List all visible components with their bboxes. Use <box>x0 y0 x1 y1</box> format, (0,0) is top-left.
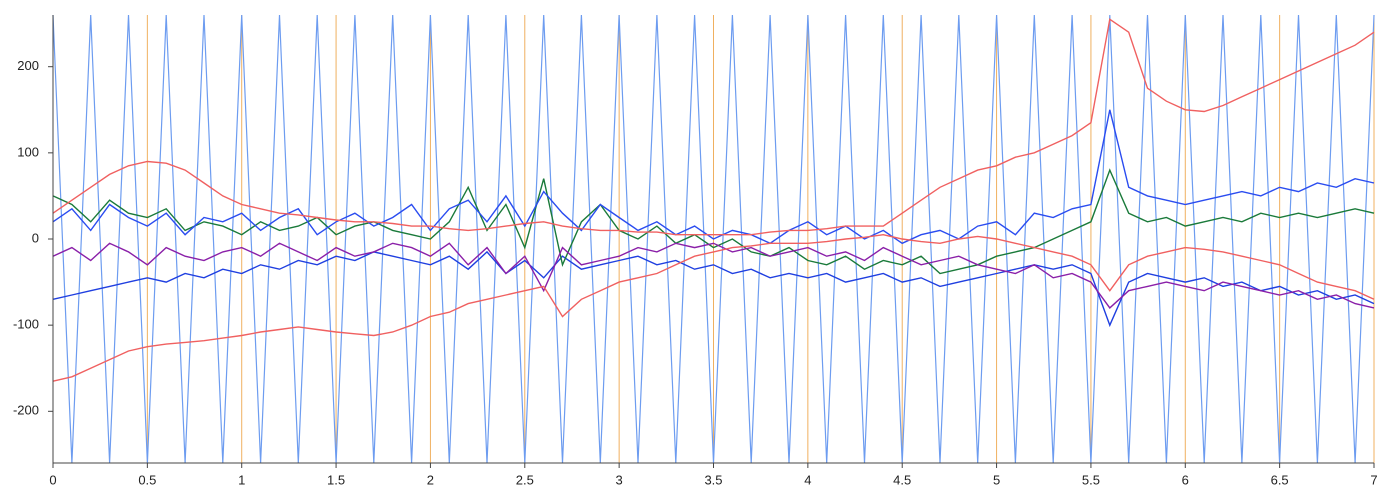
series-line <box>52 233 1375 382</box>
series-line <box>52 168 1375 275</box>
x-tick-label: 4.5 <box>893 472 911 487</box>
x-tick-label: 6 <box>1182 472 1189 487</box>
x-tick-label: 5.5 <box>1082 472 1100 487</box>
series-line <box>52 18 1375 236</box>
x-tick-label: 3.5 <box>704 472 722 487</box>
x-tick-label: 6.5 <box>1271 472 1289 487</box>
series-line <box>52 242 1375 309</box>
x-tick-label: 2 <box>427 472 434 487</box>
series-line <box>52 250 1375 328</box>
x-tick-label: 3 <box>616 472 623 487</box>
y-tick-label: 0 <box>32 230 39 245</box>
y-tick-label: 100 <box>17 144 39 159</box>
x-tick-label: 1 <box>238 472 245 487</box>
x-tick-label: 7 <box>1370 472 1377 487</box>
y-tick-label: -200 <box>13 403 39 418</box>
x-tick-label: 4 <box>804 472 811 487</box>
x-tick-label: 5 <box>993 472 1000 487</box>
y-tick-label: 200 <box>17 58 39 73</box>
x-tick-label: 1.5 <box>327 472 345 487</box>
x-tick-label: 0 <box>49 472 56 487</box>
x-tick-label: 0.5 <box>138 472 156 487</box>
x-tick-label: 2.5 <box>516 472 534 487</box>
series-line <box>52 109 1375 245</box>
y-tick-label: -100 <box>13 317 39 332</box>
